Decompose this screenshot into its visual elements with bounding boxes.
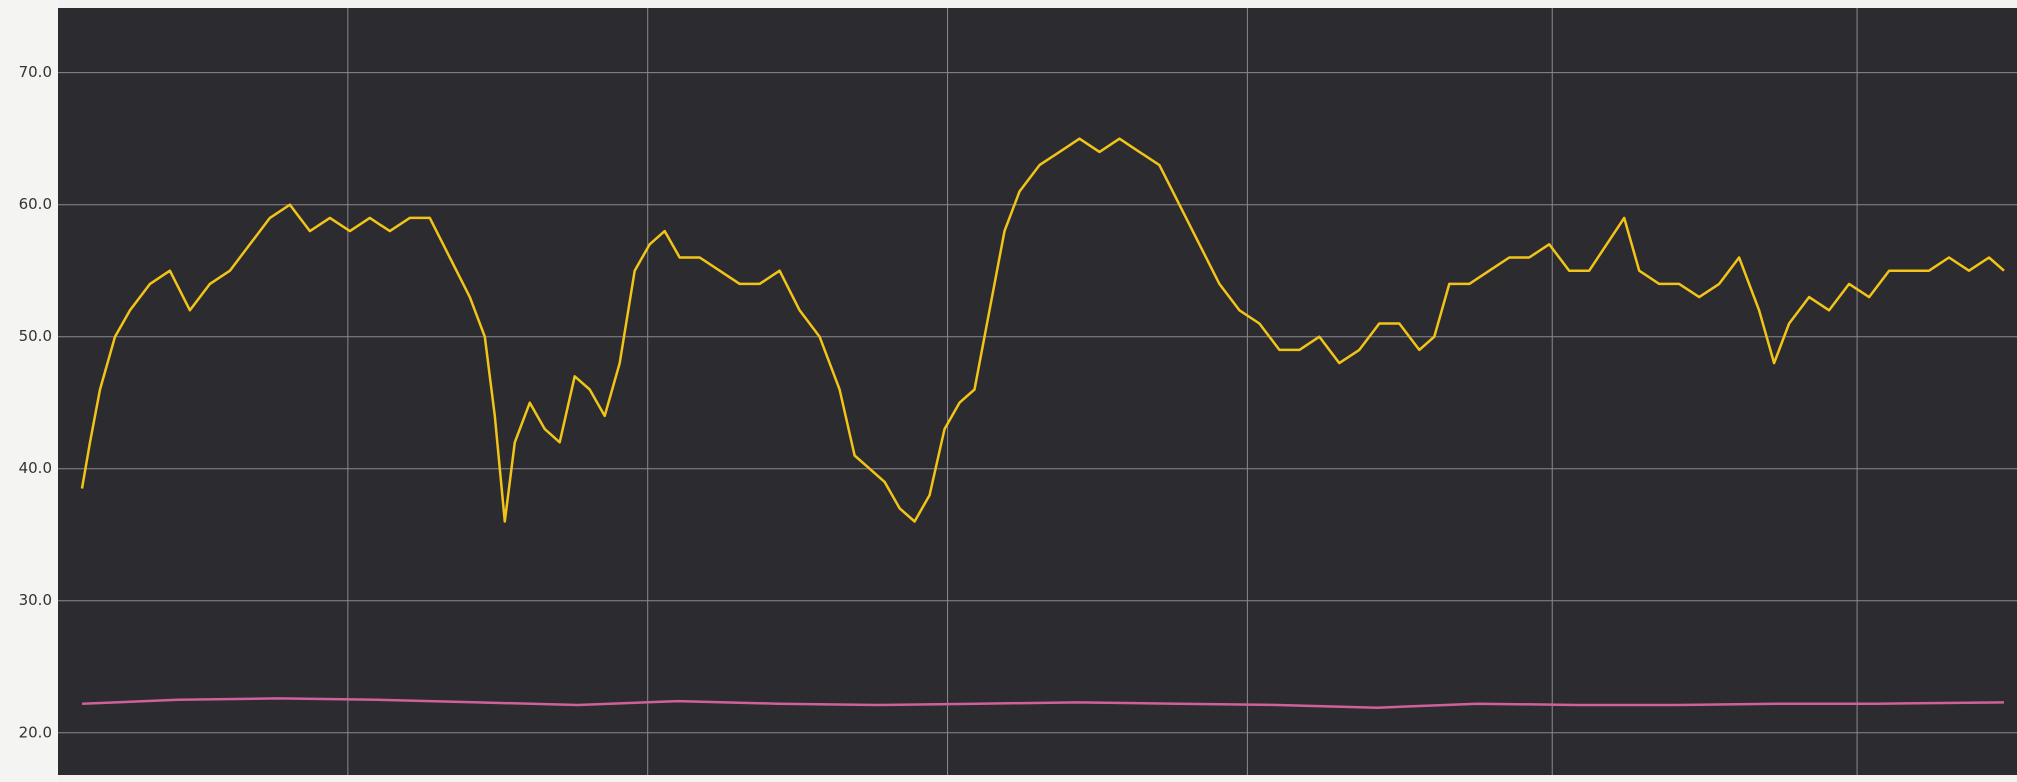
axis-margin [0,0,58,782]
y-tick-label: 40.0 [19,459,52,477]
y-tick-label: 70.0 [19,63,52,81]
y-tick-label: 50.0 [19,327,52,345]
y-tick-label: 60.0 [19,195,52,213]
y-tick-label: 20.0 [19,723,52,741]
y-tick-label: 30.0 [19,591,52,609]
plot-area [58,8,2017,775]
data-line [81,697,2005,709]
data-line [80,137,2005,523]
